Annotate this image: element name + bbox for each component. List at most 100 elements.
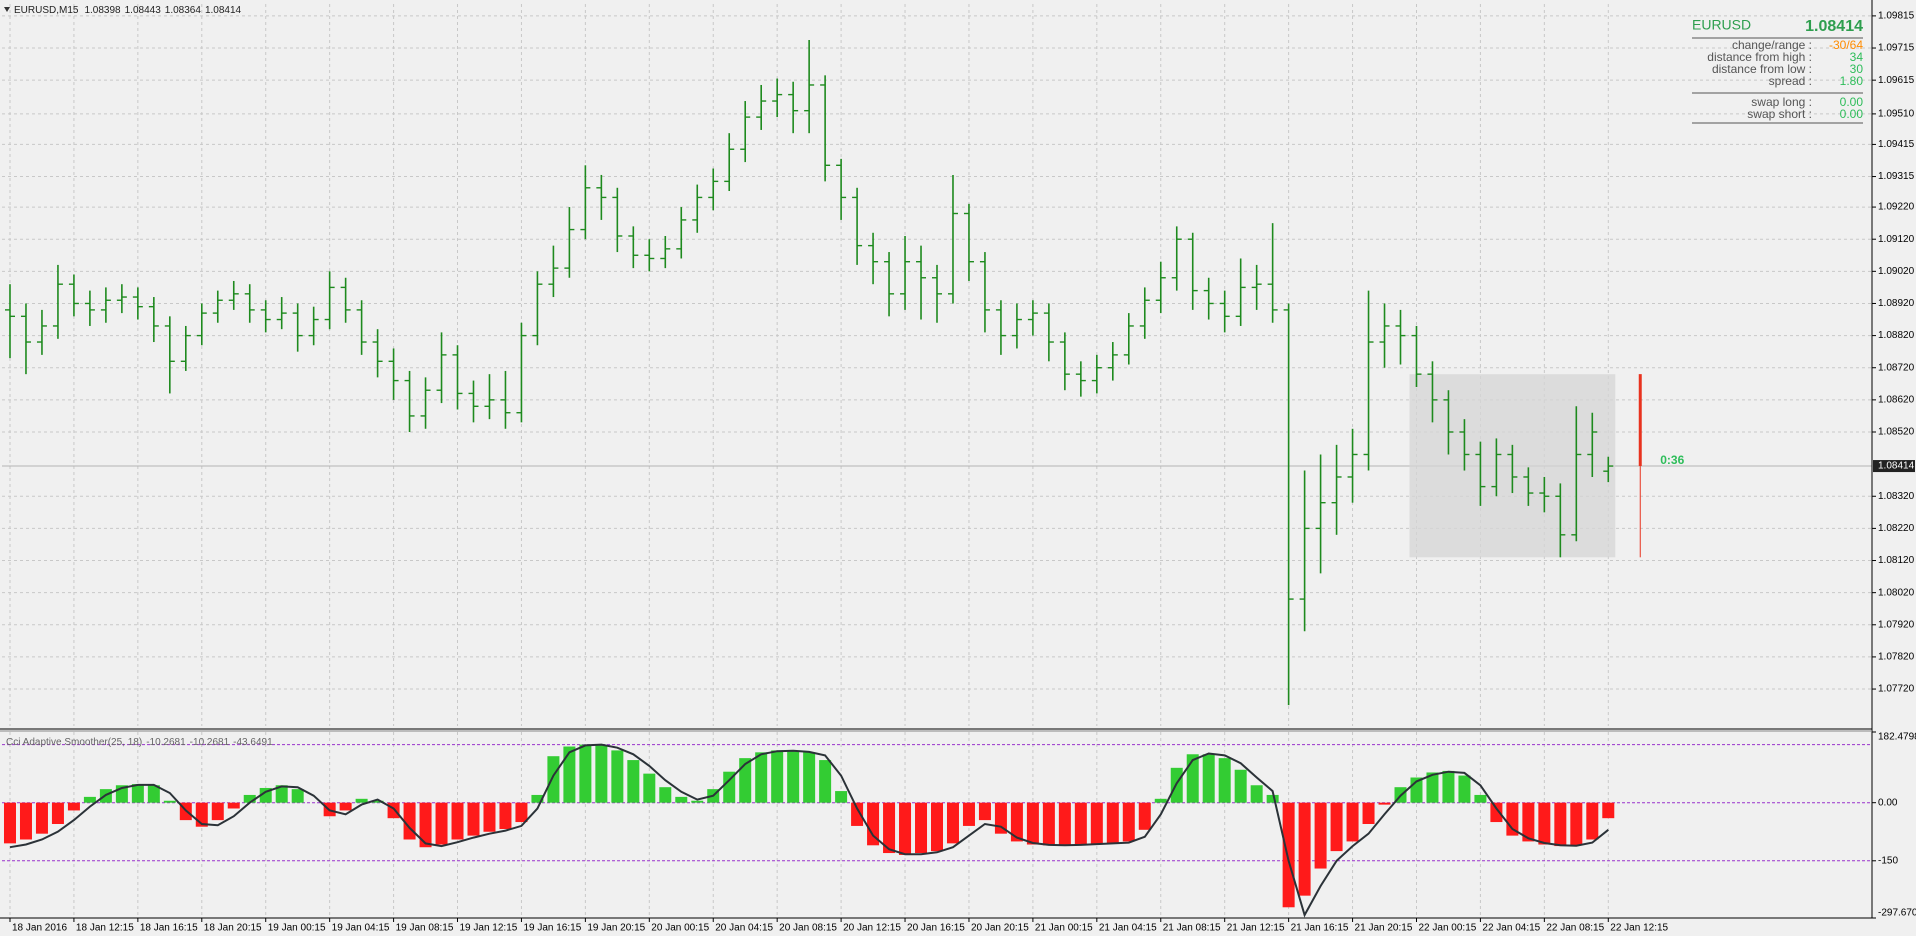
y-tick-label: 1.09715 (1878, 43, 1915, 54)
price-bar (1107, 342, 1118, 381)
price-bar (644, 239, 655, 272)
histogram-bar (451, 802, 464, 840)
histogram-bar (946, 802, 959, 844)
price-bar (1427, 361, 1438, 423)
histogram-bar (19, 802, 32, 840)
histogram-bar (1362, 802, 1375, 824)
y-tick-label: 1.09020 (1878, 266, 1915, 277)
price-bar (36, 309, 47, 355)
histogram-bar (931, 802, 943, 852)
price-bar (244, 284, 255, 323)
y-tick-label: 1.07920 (1878, 619, 1915, 630)
price-bar (52, 264, 63, 339)
histogram-bar (1138, 802, 1151, 830)
price-bar (660, 235, 671, 269)
y-tick-label: 1.08120 (1878, 555, 1915, 566)
price-bar (500, 370, 511, 429)
y-tick-label: 1.08720 (1878, 362, 1915, 373)
price-bar (84, 290, 95, 326)
histogram-bar (771, 750, 784, 803)
histogram-bar (1250, 785, 1263, 803)
price-bar (548, 245, 559, 298)
chart-menu-icon[interactable] (4, 7, 10, 12)
price-bar (1315, 454, 1326, 574)
marks-layer (3, 39, 1642, 918)
histogram-bar (499, 802, 512, 830)
price-bar (1587, 412, 1598, 477)
price-bar (979, 252, 990, 333)
histogram-bar (515, 802, 528, 823)
histogram-bar (1554, 802, 1567, 847)
y-tick-label: 1.08220 (1878, 523, 1915, 534)
x-tick-label: 22 Jan 04:15 (1482, 923, 1540, 934)
histogram-bar (163, 800, 176, 803)
histogram-bar (1346, 802, 1359, 842)
histogram-bar (1442, 770, 1455, 803)
price-bar (276, 297, 287, 330)
histogram-bar (1202, 754, 1215, 803)
histogram-bar (1218, 758, 1231, 803)
indicator-name: Cci Adaptive Smoother(25, 18) (6, 737, 142, 748)
price-bar (1539, 476, 1550, 513)
info-value: 1.80 (1840, 74, 1864, 88)
info-label: change/range : (1732, 38, 1812, 52)
histogram-bar (851, 802, 864, 826)
histogram-bar (355, 798, 368, 803)
y-tick-label: 1.08320 (1878, 491, 1915, 502)
info-label: distance from high : (1707, 50, 1812, 64)
histogram-bar (675, 796, 688, 803)
info-symbol: EURUSD (1692, 17, 1751, 33)
x-tick-label: 19 Jan 12:15 (460, 923, 518, 934)
info-label: spread : (1769, 74, 1812, 88)
price-bar (1219, 290, 1230, 333)
histogram-bar (835, 791, 848, 803)
x-tick-label: 19 Jan 16:15 (523, 923, 581, 934)
x-tick-label: 20 Jan 20:15 (971, 923, 1029, 934)
histogram-bar (1106, 802, 1119, 844)
price-bar (963, 203, 974, 281)
histogram-bar (819, 760, 832, 803)
y-tick-label: 182.4798 (1878, 732, 1916, 743)
x-tick-label: 21 Jan 16:15 (1291, 923, 1349, 934)
indicator-title: Cci Adaptive Smoother(25, 18) -10.2681 -10… (6, 737, 273, 748)
histogram-bar (339, 802, 352, 811)
indicator-readout: -10.2681 (190, 737, 230, 748)
histogram-bar (1234, 769, 1247, 803)
histogram-bar (1282, 802, 1295, 908)
price-bar (532, 271, 543, 346)
info-value: 30 (1850, 62, 1864, 76)
price-bar (1299, 470, 1310, 632)
chart-header: EURUSD,M15 1.08398 1.08443 1.08364 1.08414 (14, 5, 242, 16)
histogram-bar (1058, 802, 1071, 846)
header-low: 1.08364 (165, 5, 202, 16)
histogram-bar (611, 750, 624, 803)
price-bar (1059, 332, 1070, 391)
histogram-bar (1474, 794, 1487, 803)
histogram-bar (1522, 802, 1535, 842)
x-tick-label: 20 Jan 08:15 (779, 923, 837, 934)
price-bar (947, 174, 958, 304)
price-bar (820, 75, 831, 182)
price-bar (692, 184, 703, 233)
y-tick-label: 1.09615 (1878, 75, 1915, 86)
info-value: 34 (1850, 50, 1864, 64)
timer-label: 0:36 (1660, 453, 1684, 467)
histogram-bar (1506, 802, 1519, 836)
price-bar (884, 252, 895, 317)
price-bar (772, 78, 783, 118)
indicator-readout: -43.6491 (233, 737, 273, 748)
price-bar (420, 377, 431, 429)
histogram-bar (371, 800, 384, 803)
y-tick-label: 1.09415 (1878, 139, 1915, 150)
histogram-bar (787, 751, 800, 803)
histogram-bar (643, 773, 656, 803)
x-tick-label: 21 Jan 08:15 (1163, 923, 1221, 934)
price-bar (20, 303, 31, 375)
price-bar (804, 39, 815, 134)
x-tick-label: 18 Jan 16:15 (140, 923, 198, 934)
price-bar (788, 81, 799, 134)
price-bar (1475, 441, 1486, 506)
x-tick-label: 21 Jan 20:15 (1355, 923, 1413, 934)
current-price-label: 1.08414 (1878, 461, 1915, 472)
price-bar (468, 380, 479, 423)
